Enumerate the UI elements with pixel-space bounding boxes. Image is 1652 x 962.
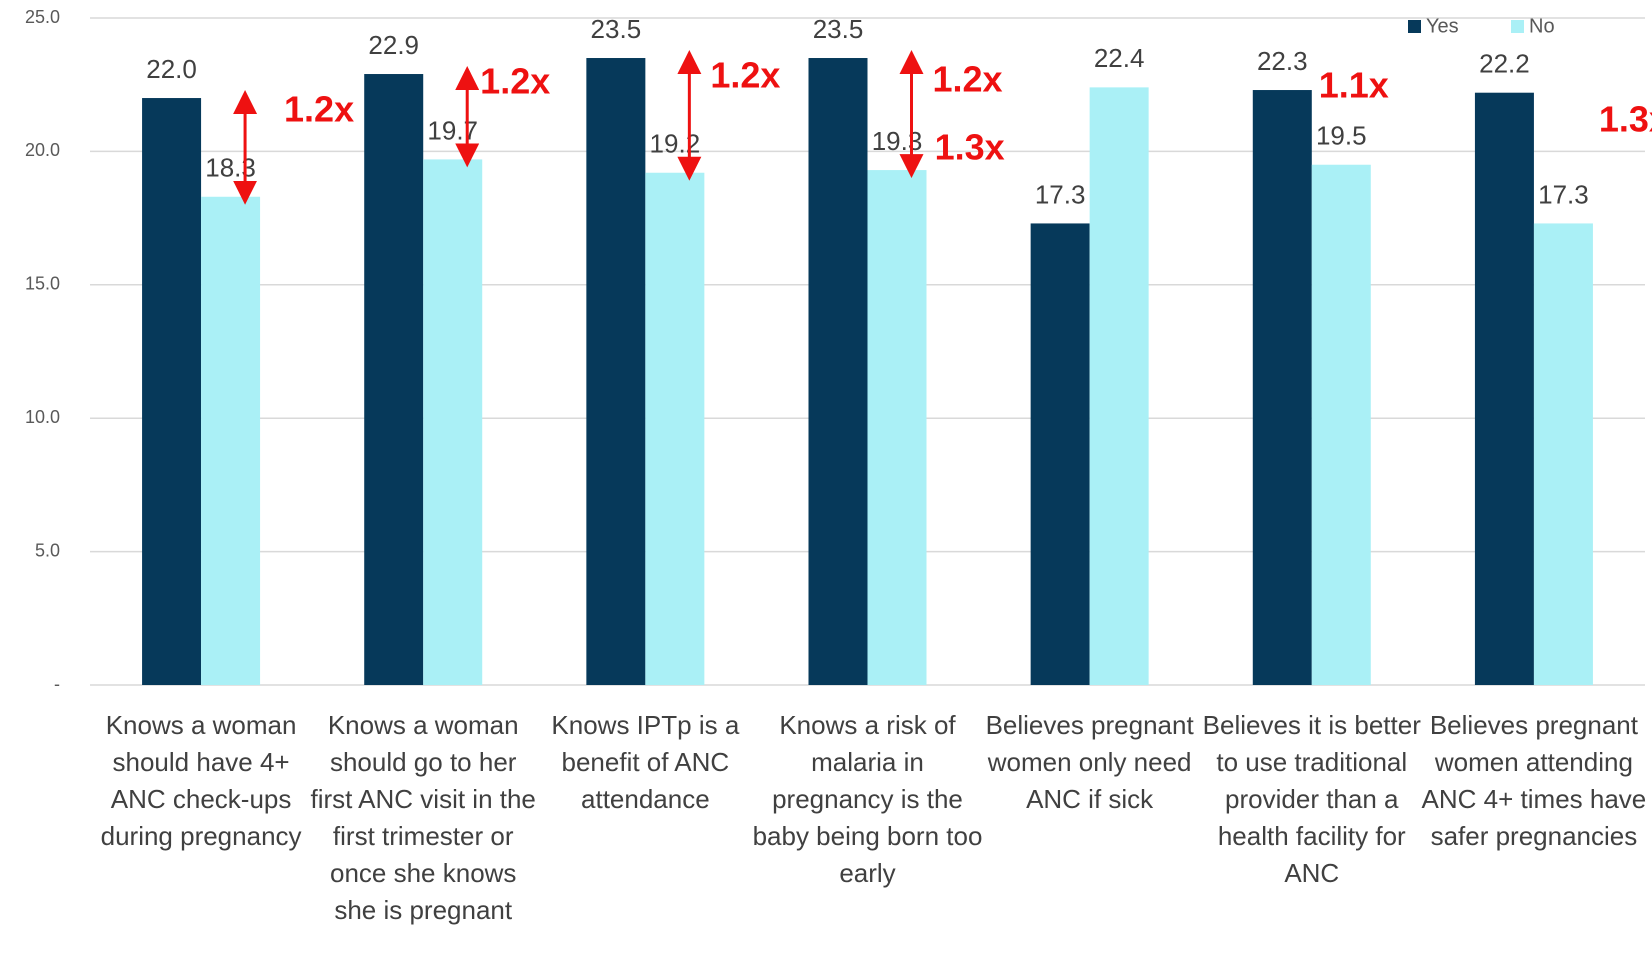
value-label: 19.5 [1316, 121, 1367, 151]
annotation: 1.2x [932, 59, 1002, 100]
legend-label: No [1529, 15, 1555, 37]
bar [1311, 164, 1371, 686]
value-label: 22.3 [1257, 46, 1308, 76]
annotation: 1.3x [935, 127, 1005, 168]
annotation: 1.1x [1319, 65, 1389, 106]
bar [867, 170, 927, 686]
value-label: 22.2 [1479, 49, 1530, 79]
bar [364, 74, 424, 685]
bar [423, 159, 483, 686]
value-label: 17.3 [1538, 179, 1589, 209]
x-tick-label: Believes pregnant women only need ANC if… [985, 710, 1194, 814]
annotation: 1.2x [710, 55, 780, 96]
bar [1030, 223, 1090, 685]
value-label: 19.2 [650, 129, 701, 159]
bar [808, 58, 868, 685]
y-tick-label: 10.0 [25, 407, 60, 427]
value-label: 22.9 [368, 30, 419, 60]
bar [1252, 90, 1312, 685]
annotation: 1.2x [284, 89, 354, 130]
value-label: 18.3 [205, 153, 256, 183]
bar [645, 172, 705, 685]
annotation: 1.3x [1599, 99, 1652, 140]
bar [142, 98, 202, 686]
x-tick-label: Knows a risk of malaria in pregnancy is … [752, 710, 983, 888]
value-label: 22.4 [1094, 43, 1145, 73]
bar [1089, 87, 1149, 686]
x-tick-label: Knows a woman should have 4+ ANC check-u… [100, 710, 302, 851]
y-tick-label: 20.0 [25, 140, 60, 160]
value-label: 23.5 [591, 14, 642, 44]
bar [586, 58, 646, 685]
legend-swatch [1511, 20, 1524, 33]
x-tick-label: Believes pregnant women attending ANC 4+… [1421, 710, 1647, 851]
bar [201, 196, 261, 686]
x-tick-label: Believes it is better to use traditional… [1202, 710, 1421, 888]
value-label: 23.5 [813, 14, 864, 44]
x-tick-label: Knows IPTp is a benefit of ANC attendanc… [551, 710, 740, 814]
bar [1533, 223, 1593, 685]
y-tick-label: 25.0 [25, 7, 60, 27]
value-label: 17.3 [1035, 179, 1086, 209]
x-tick-label: Knows a woman should go to her first ANC… [310, 710, 536, 925]
bar [1474, 92, 1534, 686]
y-tick-label: 15.0 [25, 274, 60, 294]
legend-label: Yes [1426, 15, 1459, 37]
value-label: 19.3 [872, 126, 923, 156]
value-label: 19.7 [427, 115, 478, 145]
y-tick-label: 5.0 [35, 540, 60, 560]
value-label: 22.0 [146, 54, 197, 84]
annotation: 1.2x [480, 61, 550, 102]
y-tick-label: - [54, 674, 60, 694]
legend-swatch [1408, 20, 1421, 33]
